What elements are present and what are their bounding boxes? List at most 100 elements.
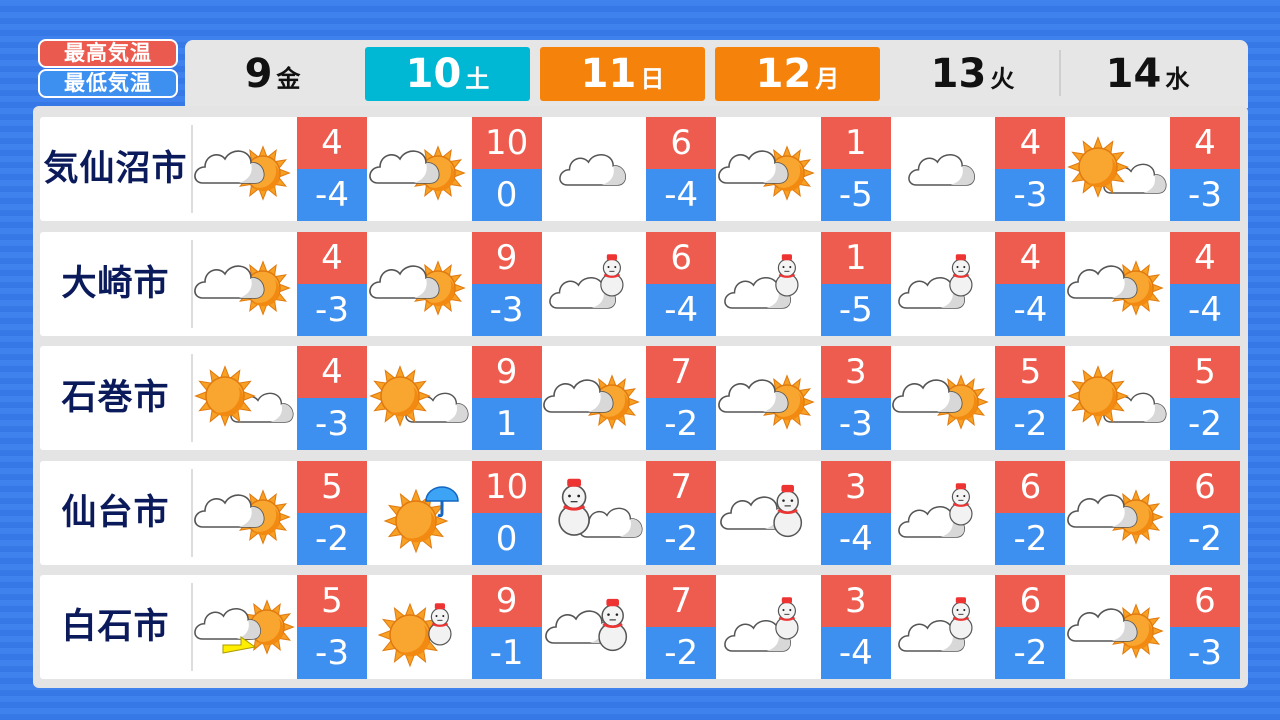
city-row: 白石市 5 -3 9 -1 7 -2 3 -4 6 -2 6 -3 <box>40 575 1240 679</box>
sun-icon <box>1067 365 1129 427</box>
high-temp: 5 <box>1170 346 1240 398</box>
cloud-sun-icon <box>542 346 647 450</box>
cloud-snow-big-icon <box>717 461 822 565</box>
sun-cloud-icon <box>368 346 473 450</box>
low-temp: -3 <box>995 169 1066 221</box>
arrow-icon <box>222 636 257 654</box>
low-temp: -3 <box>297 283 367 336</box>
low-temp: -3 <box>1170 627 1240 679</box>
high-temp: 3 <box>820 346 891 398</box>
cloud-snow-icon <box>717 575 822 679</box>
snow-cloud-icon <box>542 461 647 565</box>
high-temp: 9 <box>471 346 542 398</box>
low-temp: -5 <box>820 169 891 221</box>
city-name: 気仙沼市 <box>43 149 188 189</box>
high-temp: 6 <box>646 231 717 284</box>
high-temp: 4 <box>297 231 367 284</box>
city-name: 石巻市 <box>61 378 170 418</box>
cloud-sun-icon <box>891 346 996 450</box>
low-temp: -2 <box>297 512 367 565</box>
low-temp: -4 <box>646 283 717 336</box>
cloud-sun-icon <box>1066 575 1171 679</box>
day-header: 9 金 10 土 11 日 12 月 13 火 14 水 <box>185 40 1248 108</box>
day-number: 9 <box>244 51 273 97</box>
low-temp: -3 <box>297 627 367 679</box>
divider <box>191 239 193 328</box>
low-temp: -3 <box>471 283 542 336</box>
low-temp: 0 <box>471 512 542 565</box>
high-temp: 1 <box>820 231 891 284</box>
sun-rain-icon <box>368 461 473 565</box>
day-number: 11 <box>580 51 637 97</box>
sun-icon <box>1067 136 1129 198</box>
day-number: 10 <box>405 51 462 97</box>
legend: 最高気温 最低気温 <box>38 39 178 98</box>
city-row: 気仙沼市 4 -4 10 0 6 -4 1 -5 4 -3 4 -3 <box>40 117 1240 221</box>
day-number: 14 <box>1105 51 1162 97</box>
day-weekday: 日 <box>640 65 665 93</box>
cloud-icon <box>579 507 643 538</box>
snowman-icon <box>773 484 802 537</box>
high-temp: 5 <box>995 346 1066 398</box>
cloud-icon <box>368 150 439 184</box>
high-temp: 10 <box>471 117 542 169</box>
low-temp: -2 <box>1170 398 1240 450</box>
high-temp: 7 <box>646 346 717 398</box>
cloud-icon <box>404 392 469 423</box>
day-number: 12 <box>755 51 812 97</box>
sun-cloud-icon <box>193 346 298 450</box>
high-temp: 5 <box>297 575 367 627</box>
cloud-snow-icon <box>891 232 996 336</box>
snowman-icon <box>775 597 799 640</box>
cloud-icon <box>230 392 294 423</box>
day-header-12: 12 月 <box>715 47 880 101</box>
forecast-table: 気仙沼市 4 -4 10 0 6 -4 1 -5 4 -3 4 -3 大崎市 4 -3 9 -3 6 -4 1 -5 4 -4… <box>33 106 1248 688</box>
high-temp: 10 <box>471 460 542 513</box>
high-temp: 6 <box>995 460 1066 513</box>
city-row: 石巻市 4 -3 9 1 7 -2 3 -3 5 -2 5 -2 <box>40 346 1240 450</box>
legend-high-temp: 最高気温 <box>38 39 178 68</box>
high-temp: 7 <box>646 575 717 627</box>
cloud-sun-icon <box>1066 232 1171 336</box>
low-temp: -4 <box>995 283 1066 336</box>
city-name: 大崎市 <box>61 263 170 304</box>
low-temp: -3 <box>297 398 367 450</box>
cloud-sun-icon <box>1066 461 1171 565</box>
snowman-icon <box>949 253 973 297</box>
sun-cloud-icon <box>1066 117 1171 221</box>
cloud-icon <box>892 379 963 413</box>
day-weekday: 火 <box>990 65 1015 93</box>
day-weekday: 月 <box>815 65 840 93</box>
cloud-sun-icon <box>193 117 298 221</box>
low-temp: -4 <box>646 169 717 221</box>
day-number: 13 <box>930 51 987 97</box>
cloud-icon <box>1103 392 1167 423</box>
divider <box>191 583 193 671</box>
snowman-icon <box>600 253 624 297</box>
low-temp: -2 <box>995 512 1066 565</box>
city-row: 仙台市 5 -2 10 0 7 -2 3 -4 6 -2 6 -2 <box>40 460 1240 565</box>
low-temp: -4 <box>297 169 367 221</box>
low-temp: -1 <box>471 627 542 679</box>
high-temp: 3 <box>820 460 891 513</box>
snowman-icon <box>949 482 973 526</box>
high-temp: 4 <box>297 346 367 398</box>
divider <box>191 468 193 557</box>
city-name: 仙台市 <box>61 492 170 533</box>
cloud-sun-icon <box>717 117 822 221</box>
cloud-icon <box>908 154 976 186</box>
high-temp: 6 <box>646 117 717 169</box>
high-temp: 4 <box>995 117 1066 169</box>
cloud-icon <box>368 264 439 299</box>
low-temp: -3 <box>1170 169 1240 221</box>
high-temp: 7 <box>646 460 717 513</box>
day-header-14: 14 水 <box>1065 47 1230 101</box>
sun-icon <box>383 488 448 553</box>
high-temp: 6 <box>995 575 1066 627</box>
cloud-sun-icon <box>193 461 298 565</box>
low-temp: -3 <box>820 398 891 450</box>
sun-icon <box>368 365 431 427</box>
umbrella-icon <box>424 485 459 517</box>
cloud-icon <box>542 117 647 221</box>
